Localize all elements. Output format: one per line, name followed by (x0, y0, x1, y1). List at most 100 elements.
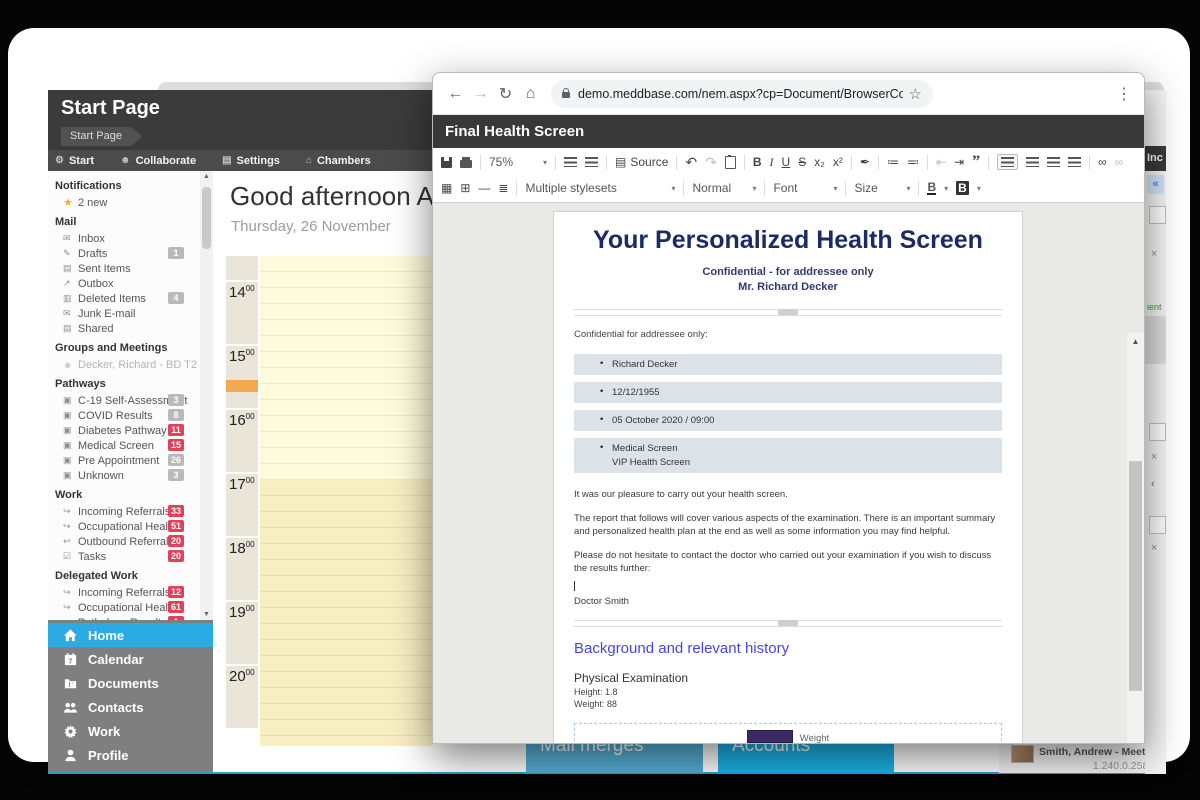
browser-back-icon[interactable]: ← (447, 84, 464, 102)
sidebar-item-diabetes-pathway[interactable]: ▣ Diabetes Pathway 11 (48, 423, 200, 438)
sidebar-item-covid-results[interactable]: ▣ COVID Results 8 (48, 408, 200, 423)
chevron-left-icon[interactable]: ‹ (1151, 478, 1155, 490)
save-button[interactable] (441, 156, 452, 168)
zoom-select[interactable]: 75% ▾ (489, 155, 547, 169)
back-arrow-icon: ↩ (63, 536, 71, 546)
address-bar[interactable]: demo.meddbase.com/nem.aspx?cp=Document/B… (551, 79, 933, 108)
undo-button[interactable]: ↶ (685, 154, 697, 171)
superscript-button[interactable]: x² (832, 155, 843, 169)
sidebar-item-drafts[interactable]: ✎ Drafts 1 (48, 246, 200, 261)
justify-button[interactable] (1068, 157, 1082, 167)
bookmark-star-icon[interactable]: ☆ (908, 85, 922, 103)
outdent-button[interactable]: ⇤ (935, 155, 946, 169)
sidebar-item-sent-items[interactable]: ▤ Sent Items (63, 262, 131, 275)
browser-menu-icon[interactable]: ⋮ (1116, 85, 1132, 103)
sidebar-item-unknown[interactable]: ▣ Unknown 3 (48, 468, 200, 483)
bullet-list-button[interactable]: ≕ (906, 155, 919, 169)
scrollbar-thumb[interactable] (202, 187, 211, 249)
underline-button[interactable]: U (781, 155, 791, 169)
menu-start[interactable]: ⚙ Start (55, 154, 95, 167)
sidebar-item-incoming-referrals[interactable]: ↪ Incoming Referrals 33 (48, 504, 200, 519)
document-page[interactable]: Your Personalized Health Screen Confiden… (553, 211, 1023, 743)
nav-contacts[interactable]: Contacts (48, 695, 213, 719)
stylesets-select[interactable]: Multiple stylesets ▾ (525, 181, 676, 195)
sidebar-scrollbar[interactable]: ▲ ▼ (200, 171, 213, 620)
avatar[interactable] (1011, 745, 1034, 763)
scroll-up-icon[interactable]: ▲ (1131, 337, 1140, 346)
align-right-button[interactable] (1047, 157, 1061, 167)
sidebar-item-medical-screen[interactable]: ▣ Medical Screen 15 (48, 438, 200, 453)
browser-home-icon[interactable]: ⌂ (525, 84, 536, 102)
size-select[interactable]: Size ▾ (854, 181, 911, 195)
subscript-button[interactable]: x₂ (814, 155, 825, 169)
breadcrumb[interactable]: Start Page (61, 127, 142, 146)
calendar-day-column[interactable] (260, 256, 433, 746)
strikethrough-button[interactable]: S (798, 155, 807, 169)
text-color-button[interactable]: B ▾ (927, 179, 949, 195)
scroll-down-icon[interactable]: ▼ (203, 611, 210, 618)
separator (1089, 154, 1091, 170)
chevron-down-icon: ▾ (833, 183, 838, 193)
redo-button[interactable]: ↷ (705, 154, 717, 171)
document-scrollbar[interactable]: ▲ ▼ (1127, 333, 1144, 743)
sidebar-item-junk[interactable]: ✉ Junk E-mail (63, 307, 136, 320)
link-button[interactable]: ∞ (1098, 155, 1107, 169)
calendar-working-hours[interactable] (260, 256, 433, 480)
italic-button[interactable]: I (769, 154, 774, 169)
bold-button[interactable]: B (752, 155, 762, 169)
sidebar-item-outbound-referrals[interactable]: ↩ Outbound Referrals 20 (48, 534, 200, 549)
scrollbar-thumb[interactable] (1129, 461, 1142, 691)
undo-icon: ↶ (685, 153, 698, 170)
sidebar-item-deleted-items[interactable]: ▥ Deleted Items 4 (48, 291, 200, 306)
background-color-button[interactable]: B ▾ (956, 181, 981, 195)
separator (877, 154, 879, 170)
blockquote-button[interactable]: ” (972, 153, 981, 170)
nav-profile[interactable]: Profile (48, 743, 213, 767)
close-icon[interactable]: × (1151, 542, 1158, 554)
page-break-button[interactable]: ≣ (498, 181, 509, 195)
url-text[interactable]: demo.meddbase.com/nem.aspx?cp=Document/B… (578, 86, 903, 101)
nav-work[interactable]: Work (48, 719, 213, 743)
sidebar-item-outbox[interactable]: ↗ Outbox (63, 277, 114, 290)
sidebar-item-delegated-occupational-health[interactable]: ↪ Occupational Health 61 (48, 600, 200, 615)
unlink-button[interactable]: ∞ (1114, 155, 1124, 169)
align-left-button[interactable] (997, 154, 1019, 170)
table-button[interactable]: ⊞ (460, 181, 471, 195)
image-button[interactable]: ▦ (441, 181, 453, 195)
sidebar-item-pre-appointment[interactable]: ▣ Pre Appointment 26 (48, 453, 200, 468)
calendar-after-hours[interactable] (260, 480, 433, 746)
print-button[interactable] (460, 156, 472, 168)
weight-chart[interactable]: Weight 120 100 80 60 kilograms (574, 722, 1002, 743)
format-painter-button[interactable]: ✒ (859, 155, 870, 169)
show-blocks-button[interactable] (585, 157, 598, 167)
nav-calendar[interactable]: 7 Calendar (48, 647, 213, 671)
paragraph-format-select[interactable]: Normal ▾ (692, 181, 757, 195)
menu-collaborate[interactable]: ☻ Collaborate (120, 154, 197, 167)
nav-home[interactable]: Home (48, 623, 213, 647)
browser-forward-icon[interactable]: → (472, 84, 489, 102)
sidebar-item-shared[interactable]: ▤ Shared (63, 322, 114, 335)
align-center-button[interactable] (1026, 157, 1040, 167)
nav-documents[interactable]: Documents (48, 671, 213, 695)
source-button[interactable]: ▤ Source (615, 155, 669, 169)
sidebar-item-new-notifications[interactable]: ★ 2 new (63, 196, 108, 210)
sidebar-item-delegated-incoming-referrals[interactable]: ↪ Incoming Referrals 12 (48, 585, 200, 600)
paste-button[interactable] (724, 154, 736, 169)
horizontal-rule-button[interactable]: ― (478, 181, 491, 195)
font-select[interactable]: Font ▾ (773, 181, 838, 195)
sidebar-item-c19-self-assessment[interactable]: ▣ C-19 Self-Assessment 3 (63, 394, 188, 407)
sidebar-item-occupational-health[interactable]: ↪ Occupational Health 51 (48, 519, 200, 534)
browser-reload-icon[interactable]: ↻ (498, 85, 513, 103)
close-icon[interactable]: × (1151, 451, 1158, 463)
menu-chambers[interactable]: ⌂ Chambers (305, 154, 371, 167)
sidebar-item-inbox[interactable]: ✉ Inbox (63, 232, 105, 245)
close-icon[interactable]: × (1151, 248, 1158, 260)
sidebar-item-tasks[interactable]: ☑ Tasks 20 (48, 549, 200, 564)
indent-button[interactable]: ⇥ (954, 155, 965, 169)
sidebar-item-decker-richard[interactable]: ☻ Decker, Richard - BD T2 (63, 358, 198, 371)
templates-button[interactable] (564, 157, 577, 167)
menu-settings[interactable]: ▤ Settings (222, 154, 280, 167)
collapse-panel-icon[interactable]: « (1147, 175, 1164, 194)
scroll-up-icon[interactable]: ▲ (203, 173, 210, 180)
numbered-list-button[interactable]: ≔ (886, 155, 899, 169)
